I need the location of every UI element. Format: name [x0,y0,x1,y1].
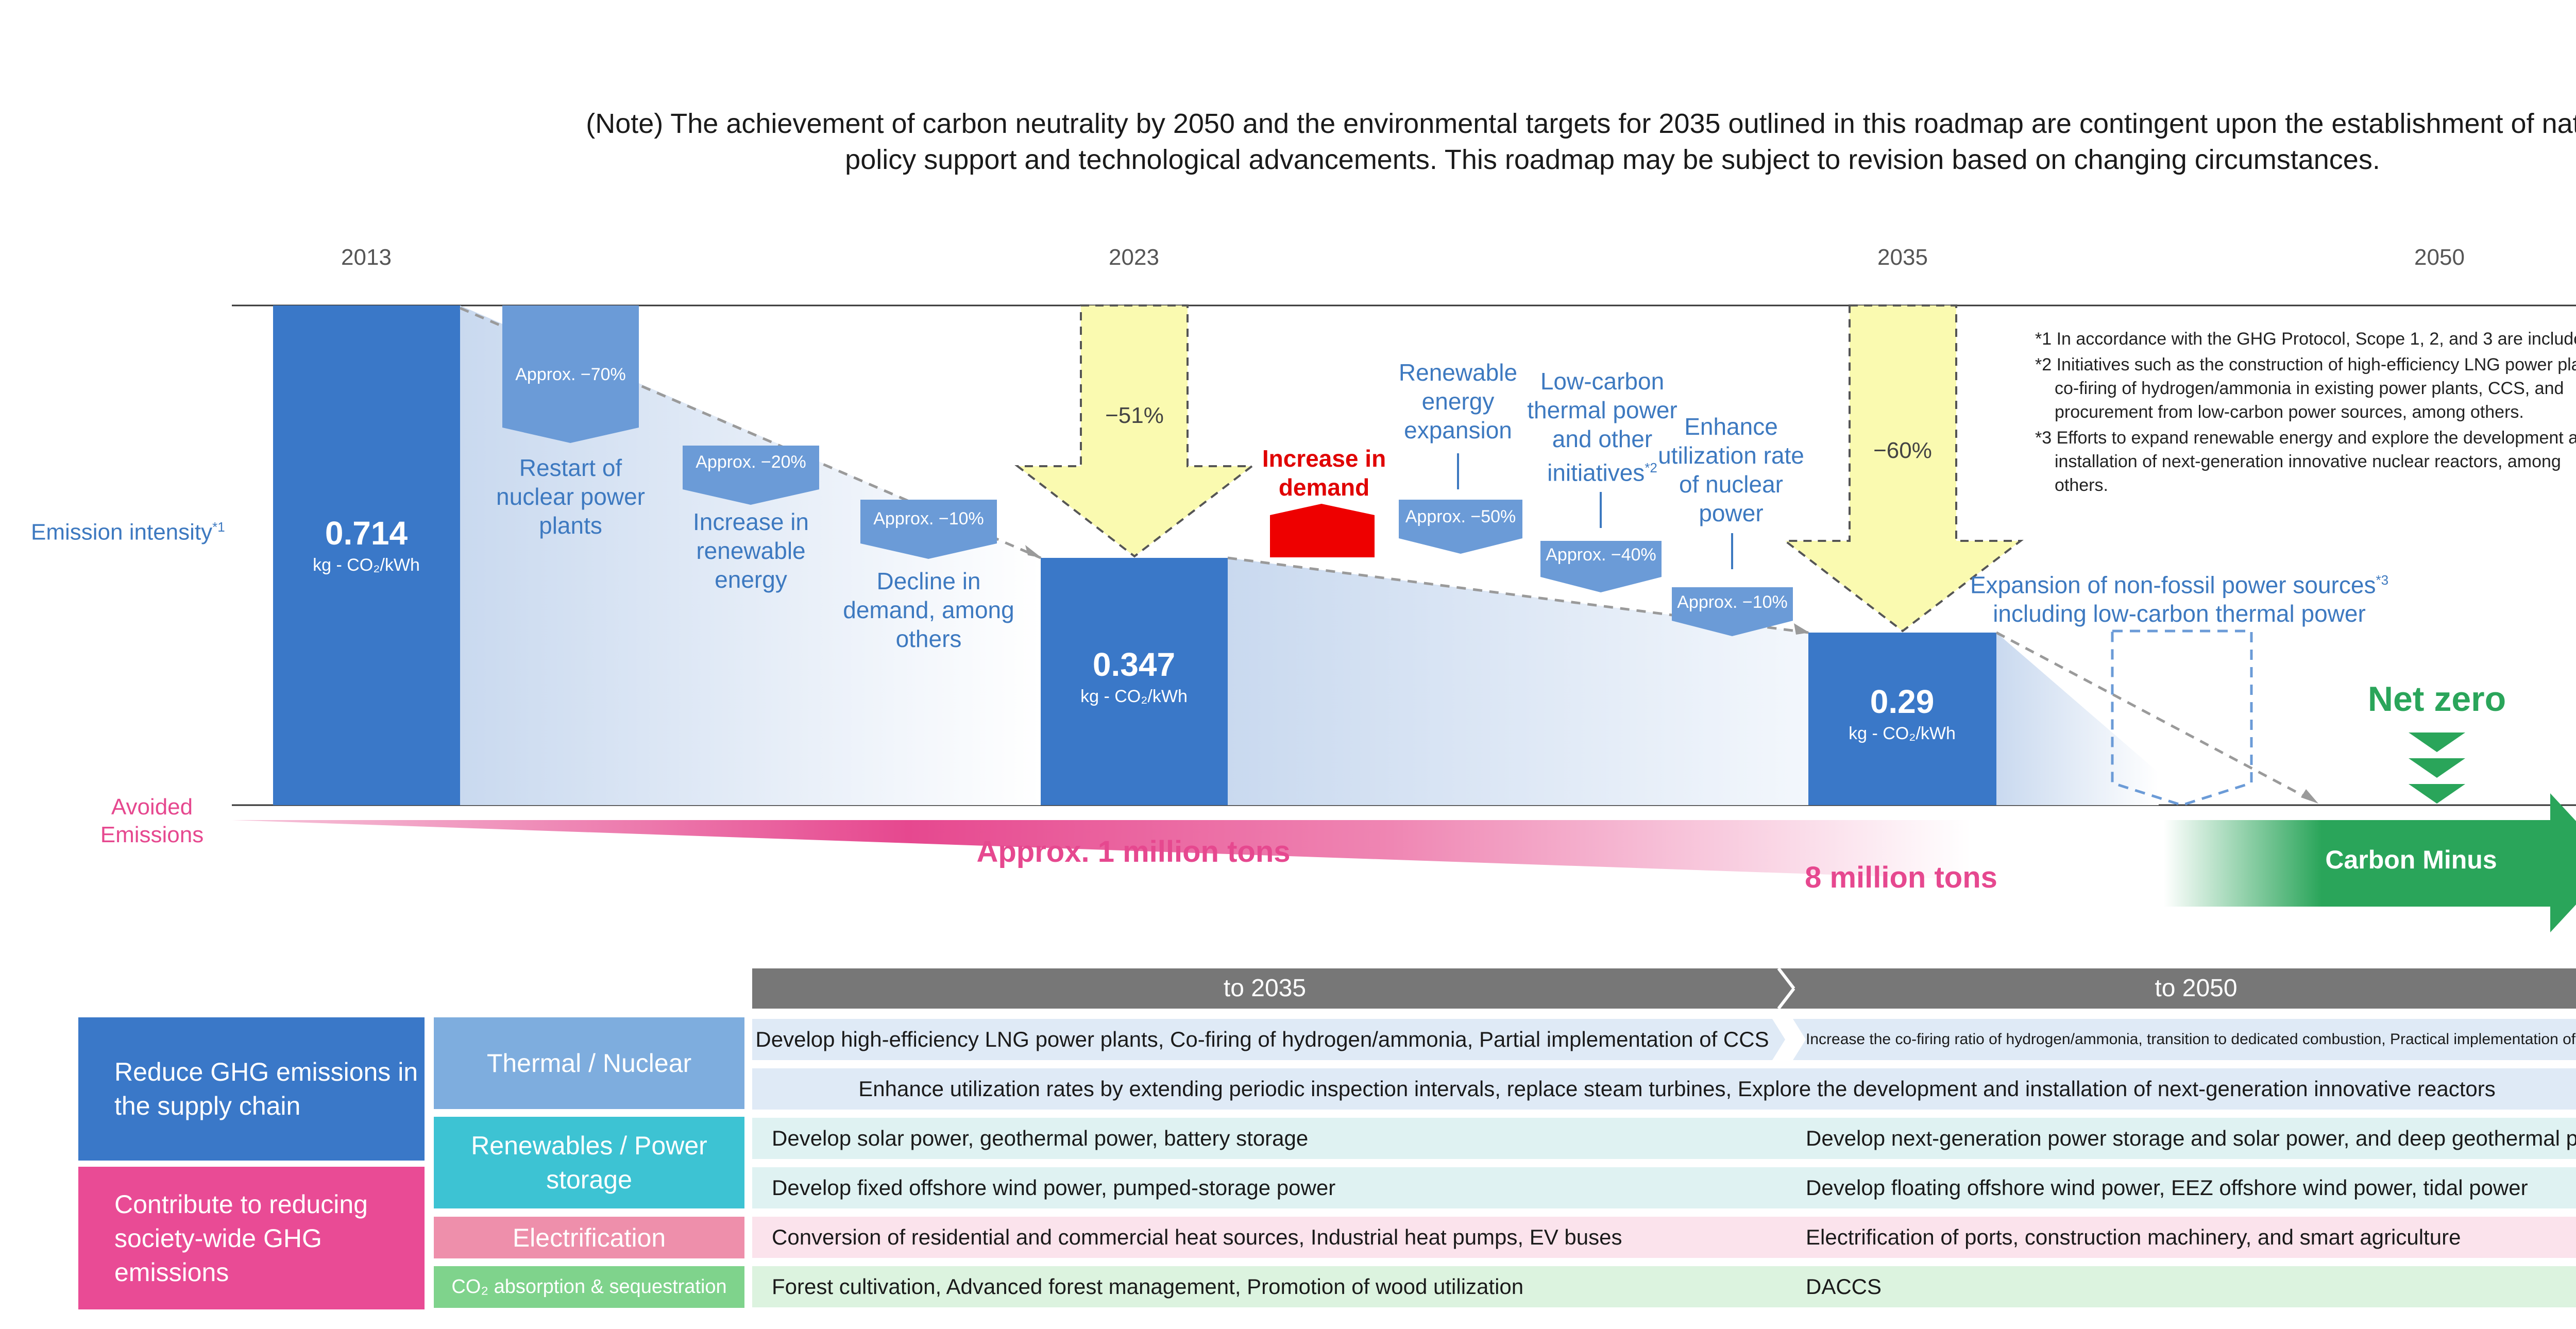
net-zero-label: Net zero [2367,679,2506,719]
year-2050: 2050 (target) [2357,245,2465,295]
cell-renew2-2035: Develop fixed offshore wind power, pumpe… [772,1175,1336,1200]
reduction-shape-demand [860,500,997,559]
phase-bar-2050 [1777,968,2576,1009]
row-bg-co2 [752,1266,2576,1307]
increase-demand-shape [1270,504,1375,557]
trend-arrowhead-3 [2301,789,2318,804]
chevron-icon-3 [2409,784,2465,804]
big-reduction-51: −51% [1105,403,1164,428]
footnote-2: *2 Initiatives such as the construction … [2035,355,2576,422]
big-arrow-60 [1782,304,2024,633]
cell-renew2-2050: Develop floating offshore wind power, EE… [1806,1175,2528,1200]
bar-value-2013: 0.714 kg - CO₂/kWh [313,515,420,575]
bar-2035 [1808,633,1996,805]
subcat-renewables: Renewables / Power storage [471,1131,707,1194]
row-bg-renew1 [752,1118,2576,1159]
bar-2013 [273,305,460,805]
footnote-3: *3 Efforts to expand renewable energy an… [2035,428,2576,495]
fade-wedge-3 [1996,633,2159,805]
trend-arrowhead-2 [1794,623,1809,635]
text-decline-demand: Decline in demand, among others [843,568,1014,652]
footnote-1: *1 In accordance with the GHG Protocol, … [2035,329,2576,349]
cell-elec-2035: Conversion of residential and commercial… [772,1225,1622,1249]
big-arrow-51 [1014,304,1255,558]
bar-value-2035: 0.29 kg - CO₂/kWh [1849,683,1956,743]
reduction-pct-renew-exp: Approx. −50% [1405,507,1516,526]
year-2013: 2013 [341,245,392,270]
reduction-pct-demand: Approx. −10% [873,509,984,529]
carbon-minus-label: Carbon Minus [2325,845,2497,874]
subcat-thermal-nuclear: Thermal / Nuclear [486,1049,692,1078]
reduction-shape-renewable [683,446,819,505]
subcat-electrification: Electrification [512,1223,666,1252]
reduction-shape-utilization [1672,587,1793,636]
chevron-icon-2 [2409,758,2465,778]
subcat-block-co2 [434,1266,744,1308]
text-increase-renewable: Increase in renewable energy [692,508,809,593]
phase-to-2050: to 2050 [2155,975,2238,1002]
bar-2023 [1041,558,1228,805]
category-block-society [78,1167,425,1309]
reduction-pct-nuclear: Approx. −70% [515,365,626,384]
roadmap-note: (Note) The achievement of carbon neutral… [586,108,2576,175]
row-bg-thermal-2035 [752,1019,1785,1060]
cell-nuclear: Enhance utilization rates by extending p… [858,1077,2496,1101]
reduction-shape-nuclear [502,305,639,443]
cell-co2-2035: Forest cultivation, Advanced forest mana… [772,1274,1524,1299]
year-2023: 2023 [1109,245,1159,270]
row-bg-elec [752,1217,2576,1258]
cell-co2-2050: DACCS [1806,1274,1882,1299]
cell-thermal-2050: Increase the co-firing ratio of hydrogen… [1806,1031,2576,1048]
text-renewable-expansion: Renewable energy expansion [1398,359,1518,444]
cell-renew1-2050: Develop next-generation power storage an… [1806,1126,2576,1150]
expansion-dashed-box [2111,629,2253,807]
subcat-co2: CO₂ absorption & sequestration [451,1276,727,1298]
emission-intensity-label: Emission intensity*1 [31,519,225,545]
trend-arrowhead-1 [1025,545,1042,558]
reduction-shape-lowcarbon [1540,541,1662,592]
category-supply-chain: Reduce GHG emissions in the supply chain [114,1058,418,1120]
avoided-1-million: Approx. 1 million tons [976,835,1291,868]
cell-thermal-2035: Develop high-efficiency LNG power plants… [755,1027,1769,1051]
row-bg-nuclear [752,1068,2576,1110]
carbon-minus-arrow [2164,793,2576,932]
chevron-icon-1 [2409,732,2465,752]
year-2035: 2035 (target) [1820,245,1928,295]
trend-line-3 [1995,631,2314,803]
reduction-shape-renew-exp [1399,500,1522,554]
avoided-emissions-wedge [232,820,2164,886]
text-increase-demand: Increase in demand [1262,445,1386,501]
cell-elec-2050: Electrification of ports, construction m… [1806,1225,2461,1249]
text-expansion-nonfossil: Expansion of non-fossil power sources*3 i… [1970,571,2389,627]
bar-value-2023: 0.347 kg - CO₂/kWh [1080,646,1188,706]
reduction-pct-utilization: Approx. −10% [1677,592,1788,612]
phase-bar-2035 [752,968,1792,1009]
row-bg-renew2 [752,1167,2576,1208]
subcat-block-thermal [434,1017,744,1109]
subcat-block-elec [434,1217,744,1258]
text-lowcarbon-thermal: Low-carbon thermal power and other initi… [1527,368,1677,486]
text-enhance-utilization: Enhance utilization rate of nuclear powe… [1658,413,1804,526]
big-reduction-60: −60% [1873,438,1932,463]
footnotes: *1 In accordance with the GHG Protocol, … [2035,327,2576,499]
cell-renew1-2035: Develop solar power, geothermal power, b… [772,1126,1309,1150]
reduction-pct-lowcarbon: Approx. −40% [1546,545,1656,565]
avoided-8-million: 8 million tons [1805,861,1997,894]
subcat-block-renew [434,1117,744,1208]
avoided-emissions-label: Avoided Emissions [100,794,204,847]
fade-wedge-2 [1228,558,1808,805]
category-society-wide: Contribute to reducing society-wide GHG … [114,1189,368,1287]
category-block-supply [78,1017,425,1161]
phase-to-2035: to 2035 [1223,975,1307,1002]
row-bg-thermal-2050 [1793,1019,2576,1060]
text-restart-nuclear: Restart of nuclear power plants [496,454,645,539]
reduction-pct-renewable: Approx. −20% [696,452,806,472]
